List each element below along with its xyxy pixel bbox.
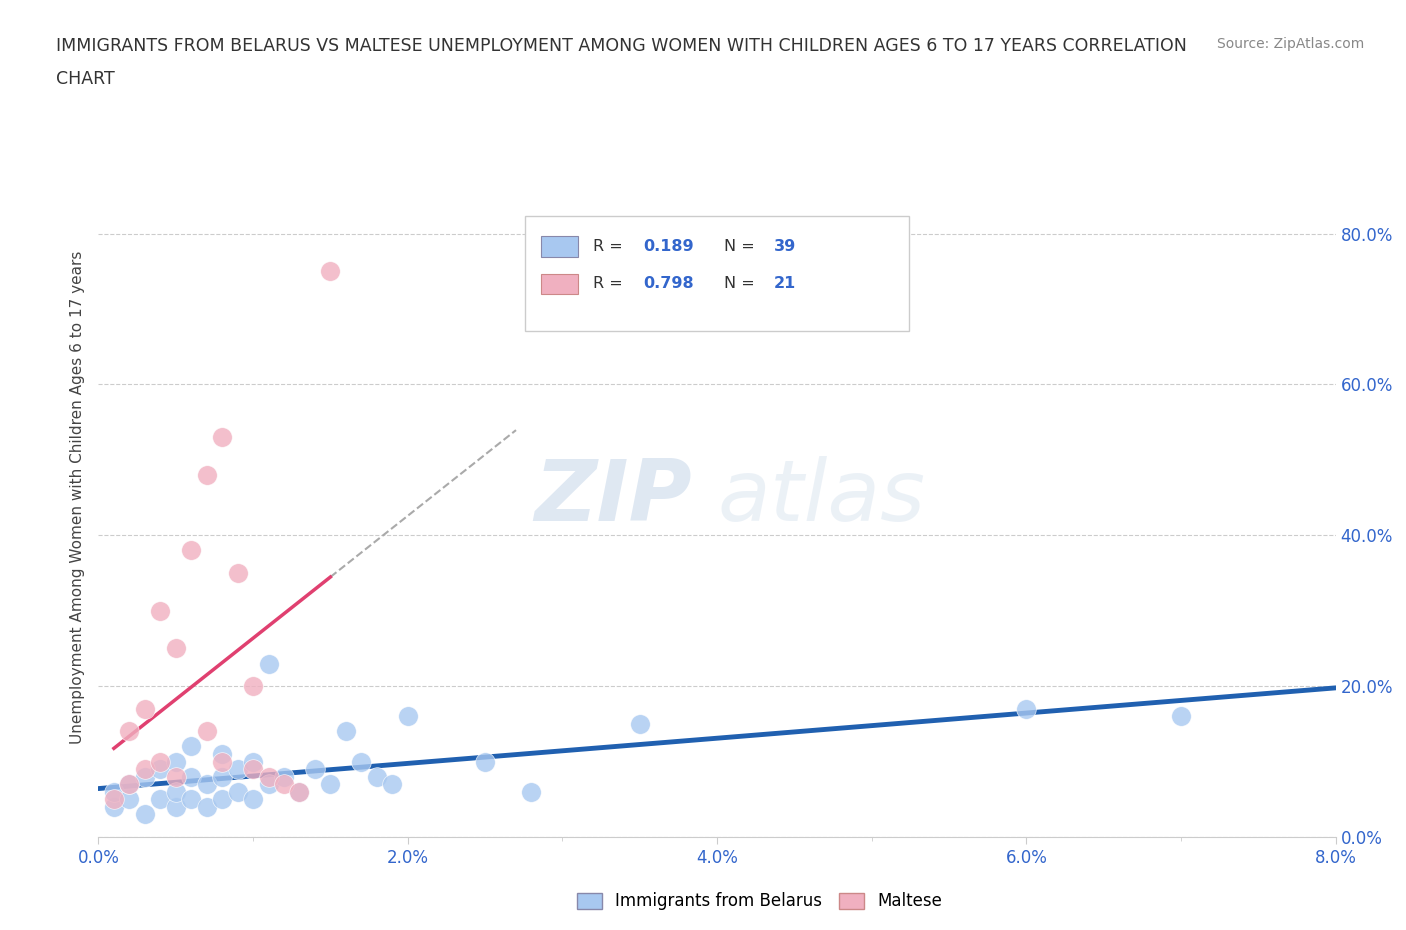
Point — [180, 739, 202, 754]
Point — [242, 762, 264, 777]
Text: 39: 39 — [773, 239, 796, 254]
Text: atlas: atlas — [717, 456, 925, 539]
Text: R =: R = — [593, 239, 628, 254]
Text: Source: ZipAtlas.com: Source: ZipAtlas.com — [1216, 37, 1364, 51]
Point — [257, 777, 280, 791]
FancyBboxPatch shape — [526, 216, 908, 331]
Point — [211, 791, 233, 806]
Point — [134, 807, 156, 822]
Point — [103, 791, 125, 806]
Text: N =: N = — [724, 239, 761, 254]
Text: CHART: CHART — [56, 70, 115, 87]
Point — [180, 791, 202, 806]
Point — [1015, 701, 1038, 716]
FancyBboxPatch shape — [541, 273, 578, 294]
Legend: Immigrants from Belarus, Maltese: Immigrants from Belarus, Maltese — [569, 885, 949, 917]
Point — [396, 709, 419, 724]
Point — [288, 784, 311, 799]
Point — [366, 769, 388, 784]
Point — [149, 604, 172, 618]
Point — [118, 777, 141, 791]
Point — [273, 777, 295, 791]
Point — [288, 784, 311, 799]
Point — [335, 724, 357, 738]
Point — [195, 777, 218, 791]
Point — [149, 762, 172, 777]
Point — [134, 769, 156, 784]
Point — [520, 784, 543, 799]
Point — [134, 701, 156, 716]
Point — [319, 777, 342, 791]
Point — [118, 777, 141, 791]
Point — [134, 762, 156, 777]
Point — [165, 784, 187, 799]
Point — [1170, 709, 1192, 724]
Point — [242, 754, 264, 769]
Point — [195, 724, 218, 738]
Point — [242, 679, 264, 694]
Text: ZIP: ZIP — [534, 456, 692, 539]
Point — [319, 264, 342, 279]
Point — [165, 641, 187, 656]
FancyBboxPatch shape — [541, 236, 578, 257]
Point — [149, 791, 172, 806]
Point — [350, 754, 373, 769]
Text: 0.798: 0.798 — [643, 276, 693, 291]
Point — [474, 754, 496, 769]
Point — [304, 762, 326, 777]
Point — [180, 769, 202, 784]
Point — [628, 716, 651, 731]
Point — [226, 762, 249, 777]
Text: N =: N = — [724, 276, 761, 291]
Point — [180, 543, 202, 558]
Text: R =: R = — [593, 276, 628, 291]
Point — [103, 784, 125, 799]
Point — [165, 800, 187, 815]
Point — [257, 769, 280, 784]
Point — [273, 769, 295, 784]
Text: 21: 21 — [773, 276, 796, 291]
Point — [103, 800, 125, 815]
Point — [118, 791, 141, 806]
Point — [211, 747, 233, 762]
Point — [195, 800, 218, 815]
Point — [226, 565, 249, 580]
Point — [118, 724, 141, 738]
Point — [257, 656, 280, 671]
Text: 0.189: 0.189 — [643, 239, 693, 254]
Point — [165, 754, 187, 769]
Point — [211, 769, 233, 784]
Point — [226, 784, 249, 799]
Point — [211, 754, 233, 769]
Point — [381, 777, 404, 791]
Y-axis label: Unemployment Among Women with Children Ages 6 to 17 years: Unemployment Among Women with Children A… — [70, 251, 86, 744]
Point — [165, 769, 187, 784]
Point — [149, 754, 172, 769]
Point — [242, 791, 264, 806]
Point — [195, 468, 218, 483]
Text: IMMIGRANTS FROM BELARUS VS MALTESE UNEMPLOYMENT AMONG WOMEN WITH CHILDREN AGES 6: IMMIGRANTS FROM BELARUS VS MALTESE UNEMP… — [56, 37, 1187, 55]
Point — [211, 430, 233, 445]
